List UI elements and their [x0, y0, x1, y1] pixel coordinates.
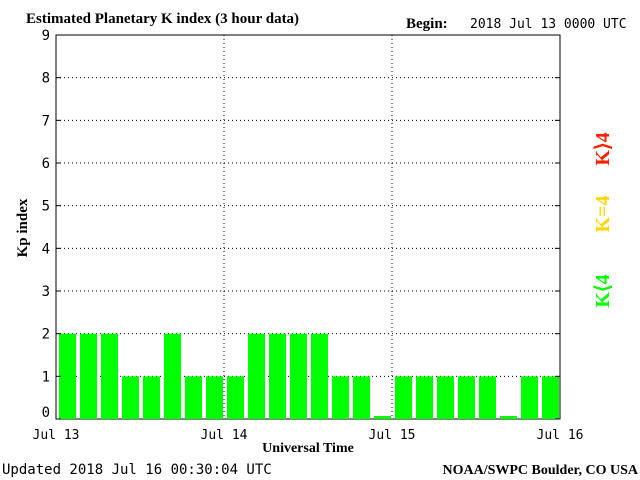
- y-tick-label: 2: [42, 327, 50, 343]
- y-tick-label: 1: [42, 369, 50, 385]
- kp-bar: [143, 376, 160, 419]
- updated-timestamp: Updated 2018 Jul 16 00:30:04 UTC: [2, 462, 272, 478]
- kp-bar: [458, 376, 475, 419]
- source-credit: NOAA/SWPC Boulder, CO USA: [442, 463, 638, 478]
- plot-frame: [55, 34, 561, 420]
- kp-bar: [164, 333, 181, 419]
- kp-bar: [353, 376, 370, 419]
- y-tick-label: 9: [42, 28, 50, 44]
- kp-bar: [437, 376, 454, 419]
- y-tick-label: 3: [42, 284, 50, 300]
- kp-bar: [500, 416, 517, 419]
- x-axis-title: Universal Time: [262, 441, 354, 456]
- kp-bar: [59, 333, 76, 419]
- kp-bar: [542, 376, 559, 419]
- kp-bar: [521, 376, 538, 419]
- kp-bar: [332, 376, 349, 419]
- kp-bar: [374, 416, 391, 419]
- legend-equal: K=4: [592, 196, 614, 233]
- kp-bar: [395, 376, 412, 419]
- kp-bar: [122, 376, 139, 419]
- x-tick-label: Jul 14: [201, 428, 248, 443]
- kp-bar: [269, 333, 286, 419]
- kp-bar: [416, 376, 433, 419]
- kp-bar: [248, 333, 265, 419]
- y-tick-label: 0: [42, 405, 50, 421]
- grid-lines: [56, 35, 560, 419]
- y-tick-label: 6: [42, 156, 50, 172]
- y-tick-label: 5: [42, 199, 50, 215]
- kp-bar: [290, 333, 307, 419]
- y-tick-label: 7: [42, 113, 50, 129]
- kp-bar: [311, 333, 328, 419]
- plot-area: 0 1 2 3 4 5 6 7 8 9 Jul 13 Jul 14 Jul 15 Jul 16: [33, 28, 584, 443]
- bars: [59, 333, 559, 419]
- kp-bar: [185, 376, 202, 419]
- y-axis-ticks: 0 1 2 3 4 5 6 7 8 9: [42, 28, 560, 421]
- kp-bar: [101, 333, 118, 419]
- kp-bar: [80, 333, 97, 419]
- begin-value: 2018 Jul 13 0000 UTC: [470, 17, 627, 32]
- kp-bar: [227, 376, 244, 419]
- begin-label: Begin:: [406, 16, 448, 32]
- x-axis-ticks: Jul 13 Jul 14 Jul 15 Jul 16: [33, 428, 584, 443]
- y-axis-title: Kp index: [15, 198, 31, 257]
- y-tick-label: 8: [42, 71, 50, 87]
- chart-title: Estimated Planetary K index (3 hour data…: [26, 11, 299, 27]
- kp-bar: [206, 376, 223, 419]
- x-tick-label: Jul 15: [369, 428, 416, 443]
- x-tick-label: Jul 13: [33, 428, 80, 443]
- legend-high: K⟩4: [592, 132, 614, 165]
- y-tick-label: 4: [42, 241, 50, 257]
- x-tick-label: Jul 16: [537, 428, 584, 443]
- kp-bar: [479, 376, 496, 419]
- legend-low: K⟨4: [592, 274, 614, 307]
